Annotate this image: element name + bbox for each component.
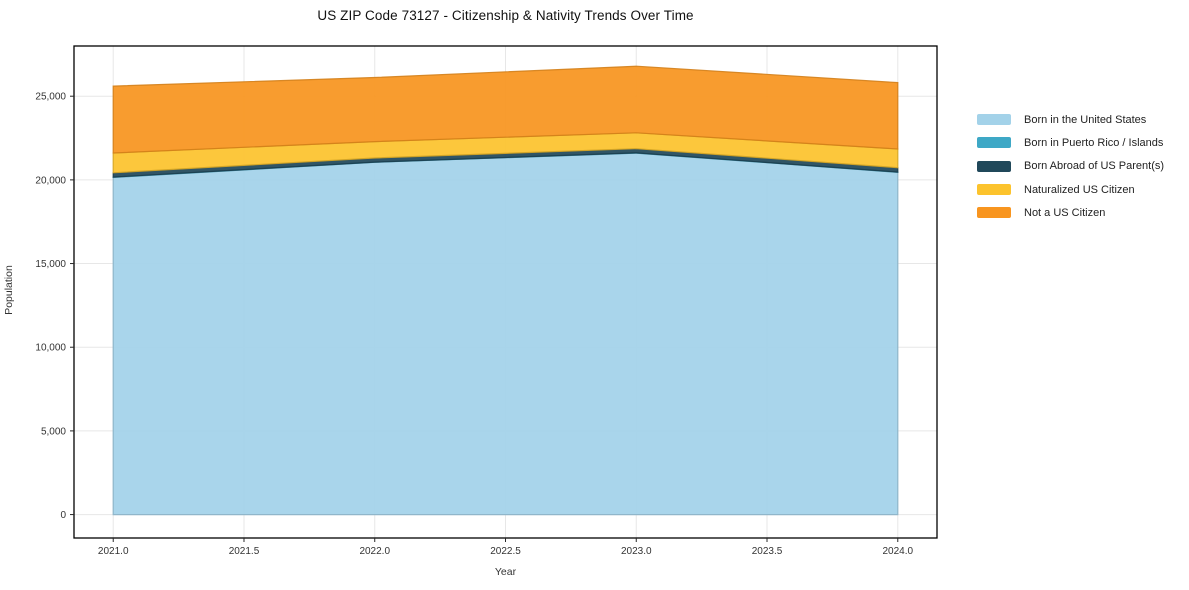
x-tick-label: 2023.0 bbox=[621, 546, 652, 557]
x-tick-label: 2021.5 bbox=[229, 546, 260, 557]
legend-label: Born in Puerto Rico / Islands bbox=[1024, 136, 1164, 149]
legend-swatch-icon bbox=[977, 137, 1011, 149]
area-series-4 bbox=[112, 65, 899, 154]
y-tick-label: 15,000 bbox=[35, 259, 66, 270]
legend-item-4: Not a US Citizen bbox=[977, 201, 1164, 224]
x-tick-label: 2021.0 bbox=[98, 546, 129, 557]
x-tick-label: 2023.5 bbox=[752, 546, 783, 557]
legend-item-1: Born in Puerto Rico / Islands bbox=[977, 131, 1164, 154]
x-tick-label: 2022.0 bbox=[359, 546, 390, 557]
legend-swatch-icon bbox=[977, 207, 1011, 219]
legend: Born in the United States Born in Puerto … bbox=[977, 108, 1164, 224]
legend-item-2: Born Abroad of US Parent(s) bbox=[977, 155, 1164, 178]
legend-swatch-icon bbox=[977, 160, 1011, 172]
y-tick-label: 5,000 bbox=[41, 426, 66, 437]
y-tick-label: 0 bbox=[60, 510, 66, 521]
chart-title: US ZIP Code 73127 - Citizenship & Nativi… bbox=[317, 8, 694, 23]
legend-label: Naturalized US Citizen bbox=[1024, 183, 1135, 196]
legend-label: Born Abroad of US Parent(s) bbox=[1024, 160, 1165, 173]
legend-label: Not a US Citizen bbox=[1024, 206, 1106, 219]
x-tick-label: 2024.0 bbox=[882, 546, 913, 557]
y-tick-label: 20,000 bbox=[35, 175, 66, 186]
legend-swatch-icon bbox=[977, 184, 1011, 196]
legend-label: Born in the United States bbox=[1024, 113, 1147, 126]
y-tick-label: 25,000 bbox=[35, 92, 66, 103]
legend-item-3: Naturalized US Citizen bbox=[977, 178, 1164, 201]
y-tick-label: 10,000 bbox=[35, 343, 66, 354]
legend-swatch-icon bbox=[977, 114, 1011, 126]
x-axis-label: Year bbox=[494, 566, 517, 578]
area-series-0 bbox=[112, 152, 899, 516]
x-tick-label: 2022.5 bbox=[490, 546, 521, 557]
legend-item-0: Born in the United States bbox=[977, 108, 1164, 131]
